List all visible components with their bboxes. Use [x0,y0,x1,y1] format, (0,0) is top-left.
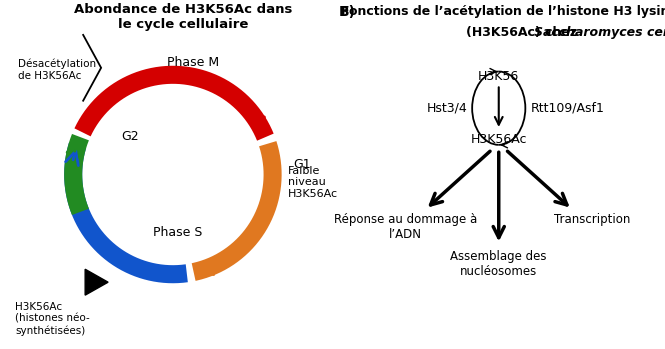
Text: Rtt109/Asf1: Rtt109/Asf1 [531,102,604,115]
Text: H3K56: H3K56 [478,70,519,83]
Text: G2: G2 [121,130,139,143]
Text: Assemblage des
nucléosomes: Assemblage des nucléosomes [450,250,547,277]
Polygon shape [85,269,108,295]
Text: H3K56Ac: H3K56Ac [471,133,527,146]
Text: Saccharomyces cerevisiae: Saccharomyces cerevisiae [534,26,665,39]
Text: B): B) [339,5,356,19]
Text: Hst3/4: Hst3/4 [426,102,467,115]
Text: Désacétylation
de H3K56Ac: Désacétylation de H3K56Ac [19,59,96,81]
Text: Abondance de H3K56Ac dans
le cycle cellulaire: Abondance de H3K56Ac dans le cycle cellu… [74,3,292,31]
Text: (H3K56Ac) chez: (H3K56Ac) chez [465,26,581,39]
Text: Phase M: Phase M [167,56,219,69]
Text: H3K56Ac
(histones néo-
synthétisées): H3K56Ac (histones néo- synthétisées) [15,302,90,336]
Text: G1: G1 [294,158,311,171]
Text: Transcription: Transcription [554,213,630,226]
Text: Réponse au dommage à
l’ADN: Réponse au dommage à l’ADN [334,213,477,241]
Text: Phase S: Phase S [153,226,203,239]
Text: Faible
niveau
H3K56Ac: Faible niveau H3K56Ac [287,166,338,199]
Text: Fonctions de l’acétylation de l’histone H3 lysin: Fonctions de l’acétylation de l’histone … [341,5,665,18]
